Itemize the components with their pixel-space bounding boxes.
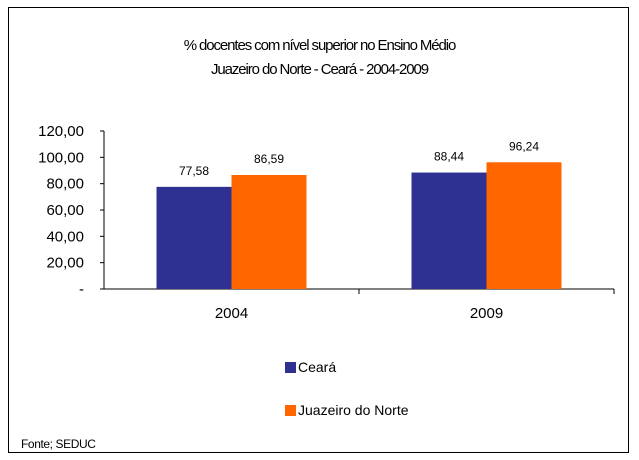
y-tick-label: 80,00: [46, 176, 84, 193]
data-label: 86,59: [254, 152, 284, 166]
chart-title: % docentes com nível superior no Ensino …: [183, 37, 457, 54]
bar-1-0: [231, 174, 307, 289]
y-tick-label: 40,00: [46, 228, 84, 245]
bar-1-1: [486, 162, 562, 289]
source-note: Fonte; SEDUC: [21, 437, 96, 451]
legend-item-juazeiro: Juazeiro do Norte: [285, 402, 409, 418]
data-label: 88,44: [434, 150, 464, 164]
legend-swatch-ceara: [285, 362, 296, 373]
x-tick-label: 2004: [215, 305, 248, 322]
legend-item-ceara: Ceará: [285, 359, 336, 375]
y-tick-label: 20,00: [46, 255, 84, 272]
y-tick-label: 60,00: [46, 202, 84, 219]
x-tick-label: 2009: [470, 305, 503, 322]
legend-swatch-juazeiro: [285, 405, 296, 416]
y-tick-label: 120,00: [38, 123, 84, 140]
chart-subtitle: Juazeiro do Norte - Ceará - 2004-2009: [211, 61, 429, 78]
y-tick-label: 100,00: [38, 149, 84, 166]
y-tick-label: -: [79, 281, 84, 298]
legend-label-juazeiro: Juazeiro do Norte: [298, 402, 409, 418]
bar-0-1: [411, 172, 487, 289]
data-label: 96,24: [509, 139, 539, 153]
bar-0-0: [156, 186, 232, 289]
legend-label-ceara: Ceará: [298, 359, 337, 375]
data-label: 77,58: [179, 164, 209, 178]
